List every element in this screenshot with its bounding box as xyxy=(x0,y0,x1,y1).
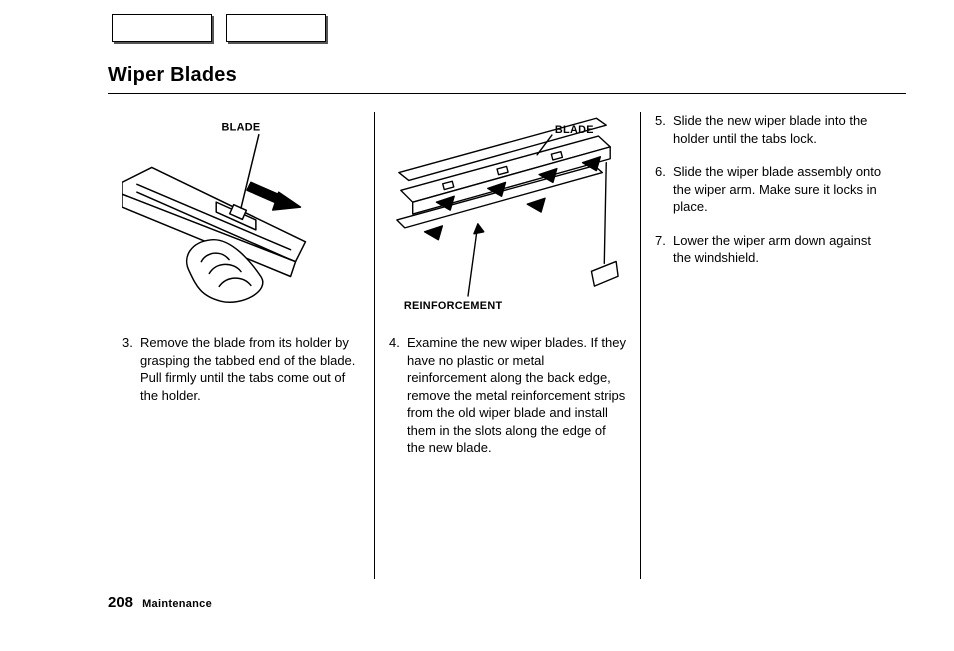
nav-box-2[interactable] xyxy=(226,14,326,42)
nav-box-1[interactable] xyxy=(112,14,212,42)
manual-page: Wiper Blades xyxy=(0,0,954,651)
step-3: 3. Remove the blade from its holder by g… xyxy=(122,334,360,404)
figure-reinforcement: BLADE REINFORCEMENT xyxy=(389,112,626,322)
page-title: Wiper Blades xyxy=(108,64,906,87)
step-text: Remove the blade from its holder by gras… xyxy=(140,334,360,404)
page-footer: 208 Maintenance xyxy=(108,594,212,611)
step-text: Slide the new wiper blade into the holde… xyxy=(673,112,892,147)
title-rule xyxy=(108,93,906,94)
column-1: BLADE 3. Remove the blade from its holde… xyxy=(108,112,374,579)
figure-blade-removal: BLADE xyxy=(122,112,360,322)
step-number: 5. xyxy=(655,112,673,147)
figure1-blade-label: BLADE xyxy=(222,122,261,134)
step-number: 4. xyxy=(389,334,407,457)
step-7: 7. Lower the wiper arm down against the … xyxy=(655,232,892,267)
figure2-blade-label: BLADE xyxy=(555,124,594,136)
step-number: 3. xyxy=(122,334,140,404)
column-3: 5. Slide the new wiper blade into the ho… xyxy=(640,112,906,579)
step-text: Examine the new wiper blades. If they ha… xyxy=(407,334,626,457)
figure2-reinforcement-label: REINFORCEMENT xyxy=(404,300,503,312)
step-text: Slide the wiper blade assembly onto the … xyxy=(673,163,892,216)
top-button-row xyxy=(112,14,326,42)
step-5: 5. Slide the new wiper blade into the ho… xyxy=(655,112,892,147)
step-4: 4. Examine the new wiper blades. If they… xyxy=(389,334,626,457)
step-number: 7. xyxy=(655,232,673,267)
step-6: 6. Slide the wiper blade assembly onto t… xyxy=(655,163,892,216)
section-name: Maintenance xyxy=(142,598,212,610)
content-columns: BLADE 3. Remove the blade from its holde… xyxy=(108,112,906,579)
step-number: 6. xyxy=(655,163,673,216)
column-2: BLADE REINFORCEMENT 4. Examine the new w… xyxy=(374,112,640,579)
title-row: Wiper Blades xyxy=(108,64,906,94)
page-number: 208 xyxy=(108,594,133,611)
step-text: Lower the wiper arm down against the win… xyxy=(673,232,892,267)
